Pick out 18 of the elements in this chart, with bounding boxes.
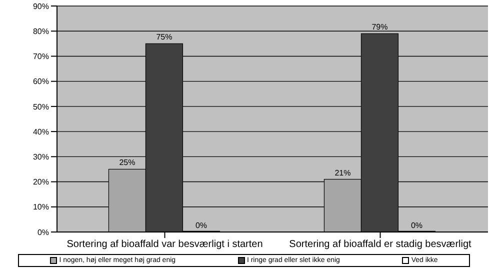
data-label: 79%	[372, 22, 388, 32]
y-tick-label: 20%	[32, 178, 49, 187]
y-tick-label: 10%	[32, 202, 49, 212]
y-tick-label: 0%	[37, 228, 49, 237]
data-label: 21%	[334, 168, 351, 178]
x-tick-label: Sortering af bioaffald var besværligt i starten	[66, 239, 263, 250]
y-tick-label: 40%	[32, 127, 49, 136]
data-label: 75%	[156, 32, 172, 42]
y-tick-label: 90%	[32, 2, 49, 11]
data-label: 0%	[410, 221, 422, 230]
x-tick-label: Sortering af bioaffald er stadig besværligt	[289, 239, 472, 250]
y-tick-label: 70%	[32, 52, 49, 62]
data-label: 25%	[119, 158, 136, 168]
y-tick-label: 30%	[32, 152, 49, 162]
y-tick-label: 60%	[32, 77, 49, 86]
data-label: 0%	[195, 221, 207, 230]
y-tick-label: 50%	[32, 102, 49, 112]
y-tick-label: 80%	[32, 26, 49, 36]
